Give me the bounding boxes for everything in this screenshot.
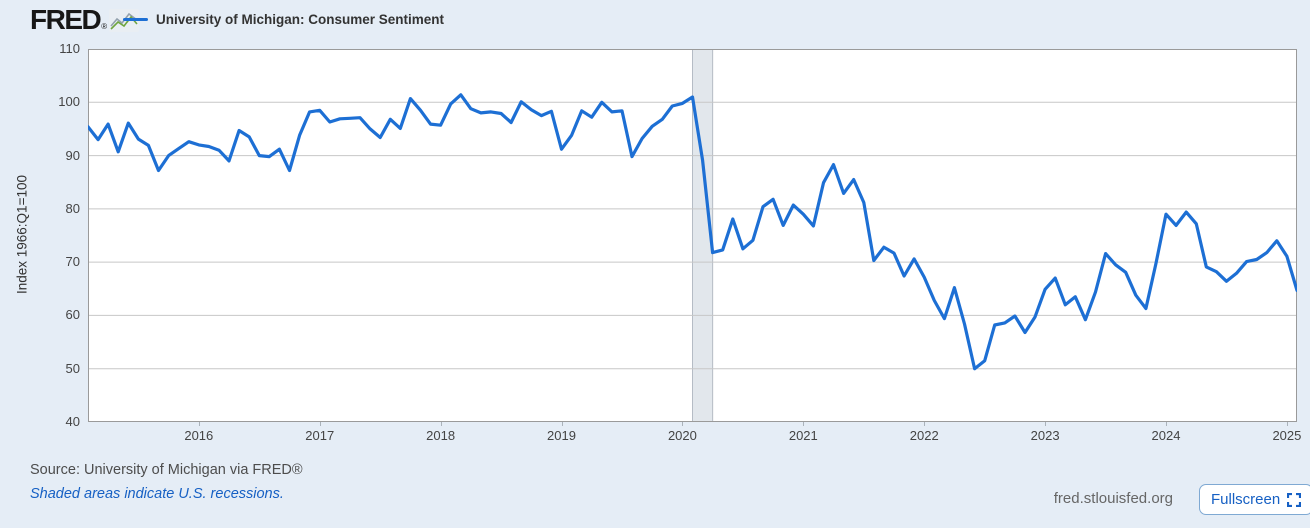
x-tick-mark: [198, 422, 200, 426]
fred-logo[interactable]: FRED ®: [30, 4, 140, 35]
legend: University of Michigan: Consumer Sentime…: [123, 12, 444, 27]
source-text: Source: University of Michigan via FRED®: [30, 462, 303, 478]
y-tick-label: 100: [58, 94, 80, 110]
fullscreen-button[interactable]: Fullscreen: [1199, 484, 1310, 515]
y-tick-label: 60: [65, 307, 80, 323]
y-tick-label: 50: [65, 360, 80, 376]
legend-line-swatch: [123, 18, 148, 21]
x-tick-mark: [319, 422, 321, 426]
registered-mark: ®: [101, 22, 108, 31]
fullscreen-icon: [1287, 492, 1302, 507]
plot-area[interactable]: [86, 48, 1299, 423]
x-tick-label: 2021: [788, 428, 818, 443]
sentiment-line: [86, 93, 1299, 371]
y-tick-label: 90: [65, 147, 80, 163]
x-tick-label: 2022: [909, 428, 939, 443]
x-tick-label: 2016: [184, 428, 214, 443]
site-url: fred.stlouisfed.org: [1053, 490, 1173, 507]
x-tick-label: 2019: [547, 428, 576, 443]
y-tick-label: 40: [65, 414, 80, 429]
y-tick-label: 80: [65, 200, 80, 216]
plot-border: [88, 49, 1297, 422]
x-tick-mark: [440, 422, 442, 426]
fred-logo-text: FRED: [30, 4, 102, 35]
y-tick-label: 110: [59, 41, 80, 56]
x-tick-mark: [803, 422, 805, 426]
x-tick-label: 2020: [667, 428, 697, 443]
x-tick-label: 2025: [1272, 428, 1302, 443]
recessions-note-link[interactable]: Shaded areas indicate U.S. recessions.: [30, 486, 284, 502]
x-tick-mark: [1166, 422, 1168, 426]
recession-band: [692, 49, 713, 422]
y-tick-label: 70: [65, 254, 80, 270]
x-tick-mark: [1286, 422, 1288, 426]
x-tick-mark: [1045, 422, 1047, 426]
fullscreen-label: Fullscreen: [1211, 491, 1281, 508]
x-tick-mark: [561, 422, 563, 426]
legend-series-label[interactable]: University of Michigan: Consumer Sentime…: [156, 12, 445, 27]
x-tick-label: 2024: [1151, 428, 1181, 443]
x-tick-label: 2017: [305, 428, 335, 443]
chart-canvas: [86, 48, 1299, 423]
x-tick-label: 2018: [426, 428, 456, 443]
y-axis-title: Index 1966:Q1=100: [14, 175, 30, 295]
x-tick-mark: [682, 422, 684, 426]
x-tick-mark: [924, 422, 926, 426]
x-tick-label: 2023: [1030, 428, 1060, 443]
